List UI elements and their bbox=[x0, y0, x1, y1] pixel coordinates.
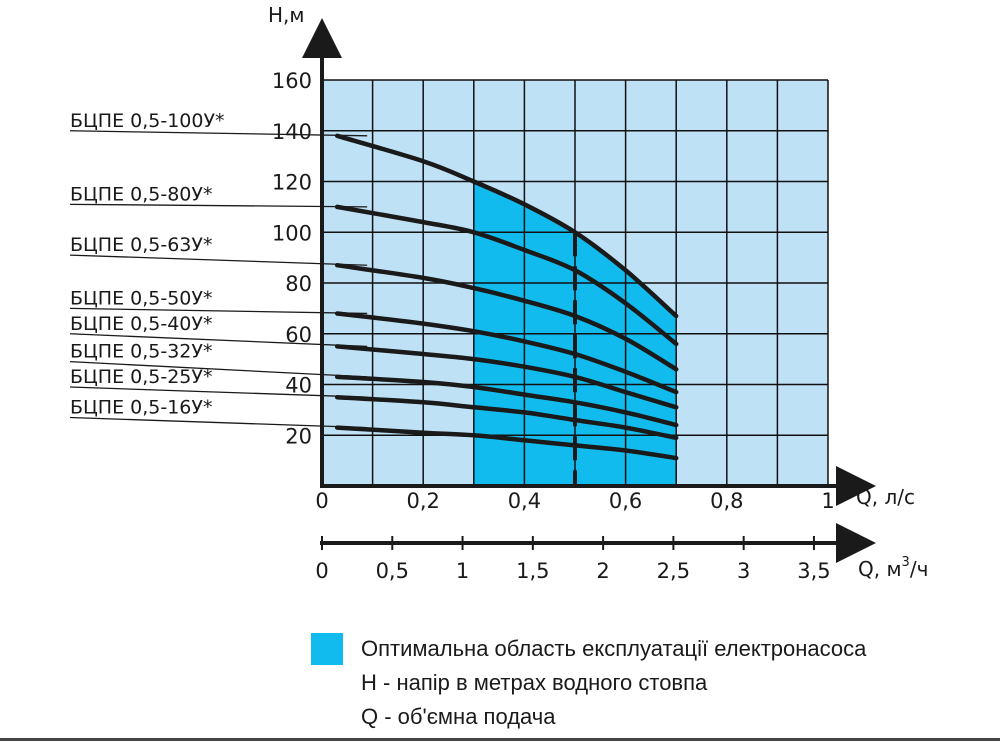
series-label-5: БЦПЕ 0,5-40У* bbox=[70, 313, 212, 335]
curve-3 bbox=[334, 262, 679, 372]
pump-curves bbox=[334, 133, 679, 461]
x2-tick-label: 3 bbox=[737, 559, 750, 583]
tick-labels: 20 40 60 80 100 120 140 160 0 0,2 0,4 0,6 0,8 1 0 0,5 1 1… bbox=[272, 69, 835, 583]
curve-4 bbox=[334, 311, 679, 395]
legend-optimal-label: Оптимальна область експлуатації електрон… bbox=[361, 636, 867, 661]
curve-2 bbox=[334, 204, 679, 347]
x2-tick-label: 2 bbox=[596, 559, 609, 583]
legend-optimal: Оптимальна область експлуатації електрон… bbox=[311, 632, 991, 666]
series-label-7: БЦПЕ 0,5-25У* bbox=[70, 366, 212, 388]
legend-h: Н - напір в метрах водного стовпа bbox=[311, 666, 991, 700]
y-tick-label: 100 bbox=[272, 221, 312, 245]
x-tick-label: 1 bbox=[821, 489, 834, 513]
series-label-2: БЦПЕ 0,5-80У* bbox=[70, 183, 212, 205]
y-tick-label: 160 bbox=[272, 69, 312, 93]
x2-tick-label: 1,5 bbox=[516, 559, 549, 583]
series-leader-8 bbox=[69, 416, 368, 429]
series-leader-3 bbox=[69, 254, 368, 266]
series-leader-4 bbox=[69, 307, 368, 315]
x2-tick-label: 3,5 bbox=[797, 559, 830, 583]
x-tick-label: 0,4 bbox=[508, 489, 541, 513]
legend-q-label: Q - об'ємна подача bbox=[361, 704, 556, 729]
y-tick-label: 140 bbox=[272, 120, 312, 144]
x-tick-label: 0,6 bbox=[609, 489, 642, 513]
y-tick-label: 60 bbox=[285, 323, 312, 347]
series-leader-6 bbox=[69, 361, 368, 378]
series-leader-2 bbox=[69, 203, 368, 208]
series-leader-1 bbox=[69, 130, 368, 137]
y-axis-title: H,м bbox=[268, 3, 304, 27]
x2-tick-label: 0,5 bbox=[376, 559, 409, 583]
legend: Оптимальна область експлуатації електрон… bbox=[311, 632, 991, 734]
curve-1 bbox=[334, 133, 679, 319]
x2-axis-title-sup: 3 bbox=[902, 555, 910, 570]
x2-tick-label: 2,5 bbox=[657, 559, 690, 583]
legend-h-label: Н - напір в метрах водного стовпа bbox=[361, 670, 708, 695]
y-tick-label: 40 bbox=[285, 374, 312, 398]
x2-axis-title-suffix: /ч bbox=[910, 557, 929, 581]
x2-tick-label: 0 bbox=[315, 559, 328, 583]
y-tick-label: 20 bbox=[285, 424, 312, 448]
bottom-rule bbox=[0, 738, 1000, 741]
curve-7 bbox=[334, 394, 679, 441]
axes bbox=[302, 18, 876, 563]
x-axis-title: Q, л/с bbox=[856, 485, 915, 509]
curve-8 bbox=[334, 425, 679, 461]
x-tick-label: 0,8 bbox=[710, 489, 743, 513]
series-label-3: БЦПЕ 0,5-63У* bbox=[70, 234, 212, 256]
series-label-4: БЦПЕ 0,5-50У* bbox=[70, 287, 212, 309]
optimal-swatch bbox=[311, 633, 343, 665]
x2-axis-title-main: Q, м bbox=[858, 557, 902, 581]
curve-5 bbox=[334, 344, 679, 410]
x2-axis-title: Q, м3/ч bbox=[858, 555, 928, 581]
y-tick-label: 80 bbox=[285, 272, 312, 296]
series-labels: БЦПЕ 0,5-100У* БЦПЕ 0,5-80У* БЦПЕ 0,5-63У*… bbox=[69, 110, 368, 429]
series-leader-5 bbox=[69, 333, 368, 348]
series-label-6: БЦПЕ 0,5-32У* bbox=[70, 341, 212, 363]
x-tick-label: 0 bbox=[315, 489, 328, 513]
legend-q: Q - об'ємна подача bbox=[311, 700, 991, 734]
series-label-1: БЦПЕ 0,5-100У* bbox=[70, 110, 225, 132]
series-label-8: БЦПЕ 0,5-16У* bbox=[70, 396, 212, 418]
x-tick-label: 0,2 bbox=[406, 489, 439, 513]
x2-tick-label: 1 bbox=[456, 559, 469, 583]
series-leader-7 bbox=[69, 386, 368, 398]
y-tick-label: 120 bbox=[272, 171, 312, 195]
curve-6 bbox=[334, 374, 679, 428]
